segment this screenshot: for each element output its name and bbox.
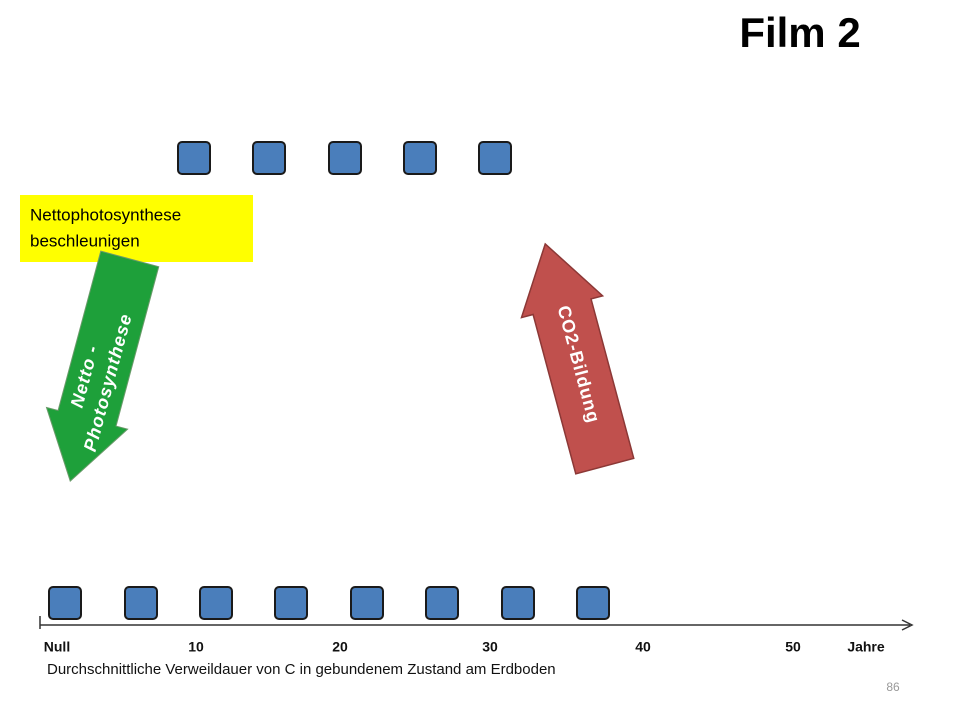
square xyxy=(177,141,211,175)
square xyxy=(576,586,610,620)
square xyxy=(274,586,308,620)
slide-title: Film 2 xyxy=(739,9,860,56)
note-line: Nettophotosynthese xyxy=(30,205,181,224)
square xyxy=(478,141,512,175)
axis-label: 30 xyxy=(482,639,498,655)
note-box xyxy=(20,195,253,262)
square xyxy=(501,586,535,620)
axis-label: 20 xyxy=(332,639,348,655)
bottom-squares xyxy=(48,586,610,620)
page-number: 86 xyxy=(886,680,900,694)
arrow-shape xyxy=(45,250,160,482)
square xyxy=(48,586,82,620)
axis-label: Null xyxy=(44,639,70,655)
axis-label: 40 xyxy=(635,639,651,655)
top-squares xyxy=(177,141,512,175)
square xyxy=(425,586,459,620)
axis-label: 10 xyxy=(188,639,204,655)
axis-arrowhead xyxy=(901,619,914,631)
square xyxy=(403,141,437,175)
note-line: beschleunigen xyxy=(30,231,140,250)
green-arrow: Netto - Photosynthese xyxy=(45,250,160,482)
axis-label: Jahre xyxy=(847,639,885,655)
red-arrow: CO2-Bildung xyxy=(520,242,635,475)
square xyxy=(328,141,362,175)
square xyxy=(252,141,286,175)
square xyxy=(199,586,233,620)
axis-label: 50 xyxy=(785,639,801,655)
square xyxy=(124,586,158,620)
square xyxy=(350,586,384,620)
arrow-shape xyxy=(520,242,635,475)
axis-caption: Durchschnittliche Verweildauer von C in … xyxy=(47,661,556,678)
